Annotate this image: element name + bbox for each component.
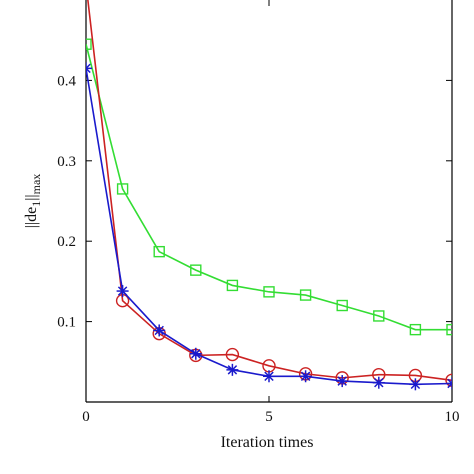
- data-point-square: [116, 183, 129, 195]
- series-star: [86, 62, 452, 391]
- data-point-star: [116, 285, 129, 298]
- data-point-star: [336, 375, 349, 388]
- series-circle: [87, 0, 452, 387]
- x-axis-label: Iteration times: [221, 434, 314, 451]
- data-point-circle: [445, 373, 452, 387]
- data-point-square: [153, 245, 165, 258]
- y-tick-label: 0.1: [57, 315, 76, 331]
- data-point-star: [409, 378, 422, 391]
- y-tick-label: 0.3: [57, 154, 76, 170]
- series-square: [86, 38, 452, 336]
- data-point-star: [226, 363, 239, 376]
- series-line-square: [86, 44, 452, 331]
- y-axis-label-prefix: ||de: [23, 207, 40, 229]
- data-point-square: [263, 286, 275, 298]
- series-line-circle: [87, 0, 452, 382]
- x-tick-label: 10: [445, 409, 460, 425]
- data-point-star: [86, 62, 92, 75]
- data-point-star: [299, 370, 312, 383]
- series-line-star: [86, 68, 452, 386]
- data-point-square: [409, 323, 422, 336]
- data-point-square: [226, 279, 239, 292]
- tick-labels: 0 5 10 0.1 0.2 0.3 0.4: [57, 73, 459, 425]
- data-point-square: [299, 289, 312, 301]
- data-point-square: [86, 38, 92, 50]
- data-point-star: [372, 376, 385, 389]
- y-axis-label-sub: 1: [29, 201, 43, 207]
- data-point-circle: [225, 347, 240, 362]
- series-layer: [86, 0, 452, 391]
- y-tick-label: 0.4: [57, 73, 76, 89]
- x-tick-label: 5: [265, 409, 273, 425]
- y-axis-label: ||de1||max: [23, 174, 43, 229]
- x-tick-label: 0: [82, 409, 90, 425]
- data-point-square: [446, 323, 452, 336]
- data-point-square: [373, 310, 385, 322]
- data-point-star: [446, 377, 452, 390]
- data-point-square: [336, 299, 348, 312]
- y-axis-label-sub2: max: [29, 174, 43, 195]
- axes: [85, 0, 453, 403]
- y-axis-label-suffix: ||: [23, 194, 40, 200]
- data-point-star: [189, 347, 202, 360]
- y-tick-label: 0.2: [57, 234, 76, 250]
- data-point-star: [153, 324, 166, 337]
- data-point-star: [263, 370, 275, 383]
- data-point-square: [190, 264, 202, 276]
